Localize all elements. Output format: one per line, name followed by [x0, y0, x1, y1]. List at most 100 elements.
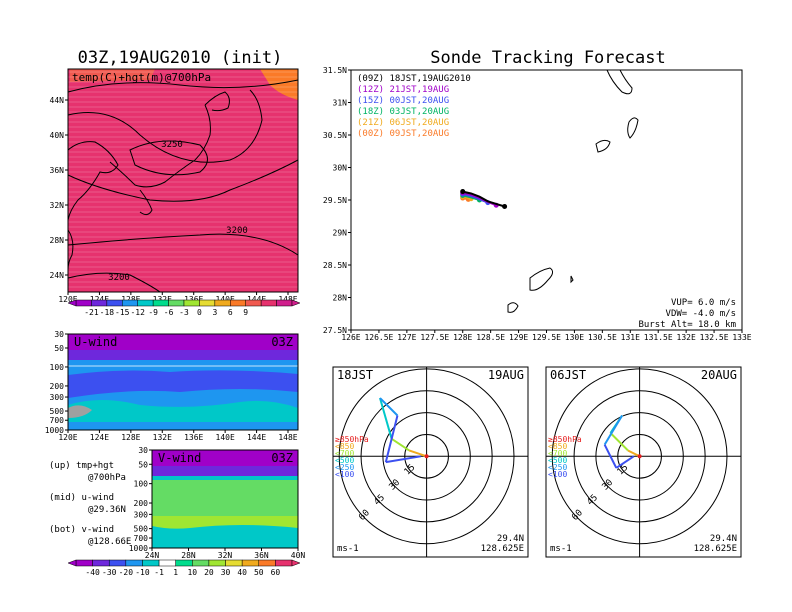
y-tick-label: 30.5N — [323, 131, 347, 140]
colorbar-swatch — [137, 299, 154, 307]
pressure-legend-entry: <250 — [548, 463, 567, 472]
hodograph-lon: 128.625E — [481, 544, 524, 554]
x-tick-label: 129.5E — [532, 333, 561, 342]
hodograph-segment — [408, 449, 427, 458]
hodograph-segment — [385, 455, 421, 464]
x-tick-label: 136E — [184, 433, 203, 442]
island-coast — [606, 69, 633, 95]
y-tick-label: 700 — [50, 416, 65, 425]
u-wind-label: U-wind — [74, 335, 117, 349]
colorbar-label: -1 — [154, 568, 164, 577]
y-tick-label: 1000 — [45, 426, 64, 435]
y-tick-label: 100 — [134, 480, 149, 489]
y-tick-label: 29N — [333, 229, 348, 238]
x-tick-label: 120E — [58, 433, 77, 442]
map-x-ticks: 120E 124E 128E 132E 136E 140E 144E 148E — [58, 292, 298, 304]
temp-field — [68, 69, 298, 292]
y-tick-label: 29.5N — [323, 196, 347, 205]
x-tick-label: 130E — [565, 333, 584, 342]
y-tick-label: 300 — [134, 510, 149, 519]
colorbar-label: -15 — [115, 308, 130, 317]
colorbar-swatch — [214, 299, 231, 307]
x-tick-label: 124E — [90, 295, 109, 304]
colorbar-label: 9 — [243, 308, 248, 317]
y-tick-label: 40N — [50, 131, 65, 140]
japan-coast — [109, 104, 211, 188]
wind-colorbar: -40 -30 -20 -10 -1 1 10 20 30 40 50 60 — [67, 559, 301, 577]
x-tick-label: 126.5E — [364, 333, 393, 342]
pressure-legend-entry: ≥850hPa — [548, 435, 582, 444]
colorbar-swatch — [122, 299, 138, 307]
legend-entry: (15Z) 00JST,20AUG — [357, 96, 449, 106]
colorbar-swatch — [199, 299, 216, 307]
x-tick-label: 124E — [90, 433, 109, 442]
x-tick-label: 144E — [247, 295, 266, 304]
pressure-legend-entry: <700 — [335, 449, 354, 458]
hodograph-segment — [379, 397, 393, 440]
island-coast — [507, 302, 519, 313]
hodograph-origin-point — [424, 454, 429, 459]
x-tick-label: 148E — [278, 295, 297, 304]
y-tick-label: 700 — [134, 534, 149, 543]
x-tick-label: 140E — [216, 295, 235, 304]
colorbar-swatch — [158, 559, 176, 567]
track-y-ticks: 31.5N 31N 30.5N 30N 29.5N 29N 28.5N 28N 27.5N — [323, 66, 351, 335]
hodograph-time: 18JST — [337, 368, 373, 382]
colorbar-swatch — [192, 559, 210, 567]
hodograph-lat: 29.4N — [497, 534, 524, 544]
hodograph-unit: ms-1 — [550, 544, 572, 554]
contour-line — [67, 89, 263, 163]
contour-label: 3200 — [108, 273, 130, 283]
hodograph-segment — [609, 432, 629, 452]
y-tick-label: 50 — [138, 460, 148, 469]
colorbar-label: 10 — [187, 568, 197, 577]
hodograph-lon: 128.625E — [694, 544, 737, 554]
colorbar-label: -10 — [135, 568, 150, 577]
hodograph-segment — [384, 415, 399, 463]
y-tick-label: 24N — [50, 271, 65, 280]
pressure-legend-entry: <700 — [548, 449, 567, 458]
colorbar-arrow — [67, 299, 77, 307]
note-line: (up) tmp+hgt — [49, 461, 114, 471]
contour-line — [67, 79, 299, 93]
y-tick-label: 300 — [50, 393, 65, 402]
map-frame — [67, 68, 299, 293]
colorbar-swatch — [125, 559, 143, 567]
hodograph-unit: ms-1 — [337, 544, 359, 554]
y-tick-label: 28N — [50, 236, 65, 245]
u-wind-core — [68, 370, 298, 398]
x-tick-label: 128E — [453, 333, 472, 342]
colorbar-label: 1 — [173, 568, 178, 577]
x-tick-label: 144E — [247, 433, 266, 442]
x-tick-label: 28N — [181, 551, 196, 560]
legend-entry: (09Z) 18JST,19AUG2010 — [357, 74, 471, 84]
v-wind-time: 03Z — [271, 451, 293, 465]
colorbar-swatch — [142, 559, 160, 567]
colorbar-label: -9 — [148, 308, 158, 317]
y-tick-label: 31.5N — [323, 66, 347, 75]
colorbar-label: -21 — [84, 308, 99, 317]
colorbar-swatch — [92, 559, 110, 567]
colorbar-arrow — [291, 559, 301, 567]
v-wind-label: V-wind — [158, 451, 201, 465]
colorbar-swatch — [230, 299, 246, 307]
contour-3200-south — [67, 272, 161, 293]
map-title: 03Z,19AUG2010 (init) — [78, 48, 283, 68]
map-y-ticks: 44N 40N 36N 32N 28N 24N — [50, 96, 68, 280]
colorbar-label: -30 — [102, 568, 117, 577]
colorbar-label: -6 — [164, 308, 174, 317]
y-tick-label: 200 — [50, 382, 65, 391]
contour-label: 3250 — [161, 140, 183, 150]
y-tick-label: 28.5N — [323, 261, 347, 270]
colorbar-label: 20 — [204, 568, 214, 577]
info-vup: VUP= 6.0 m/s — [671, 298, 736, 308]
legend-entry: (21Z) 06JST,20AUG — [357, 118, 449, 128]
track-lines — [460, 189, 508, 209]
colorbar-swatch — [258, 559, 276, 567]
warm-north-patch — [260, 69, 298, 100]
y-tick-label: 1000 — [129, 544, 148, 553]
